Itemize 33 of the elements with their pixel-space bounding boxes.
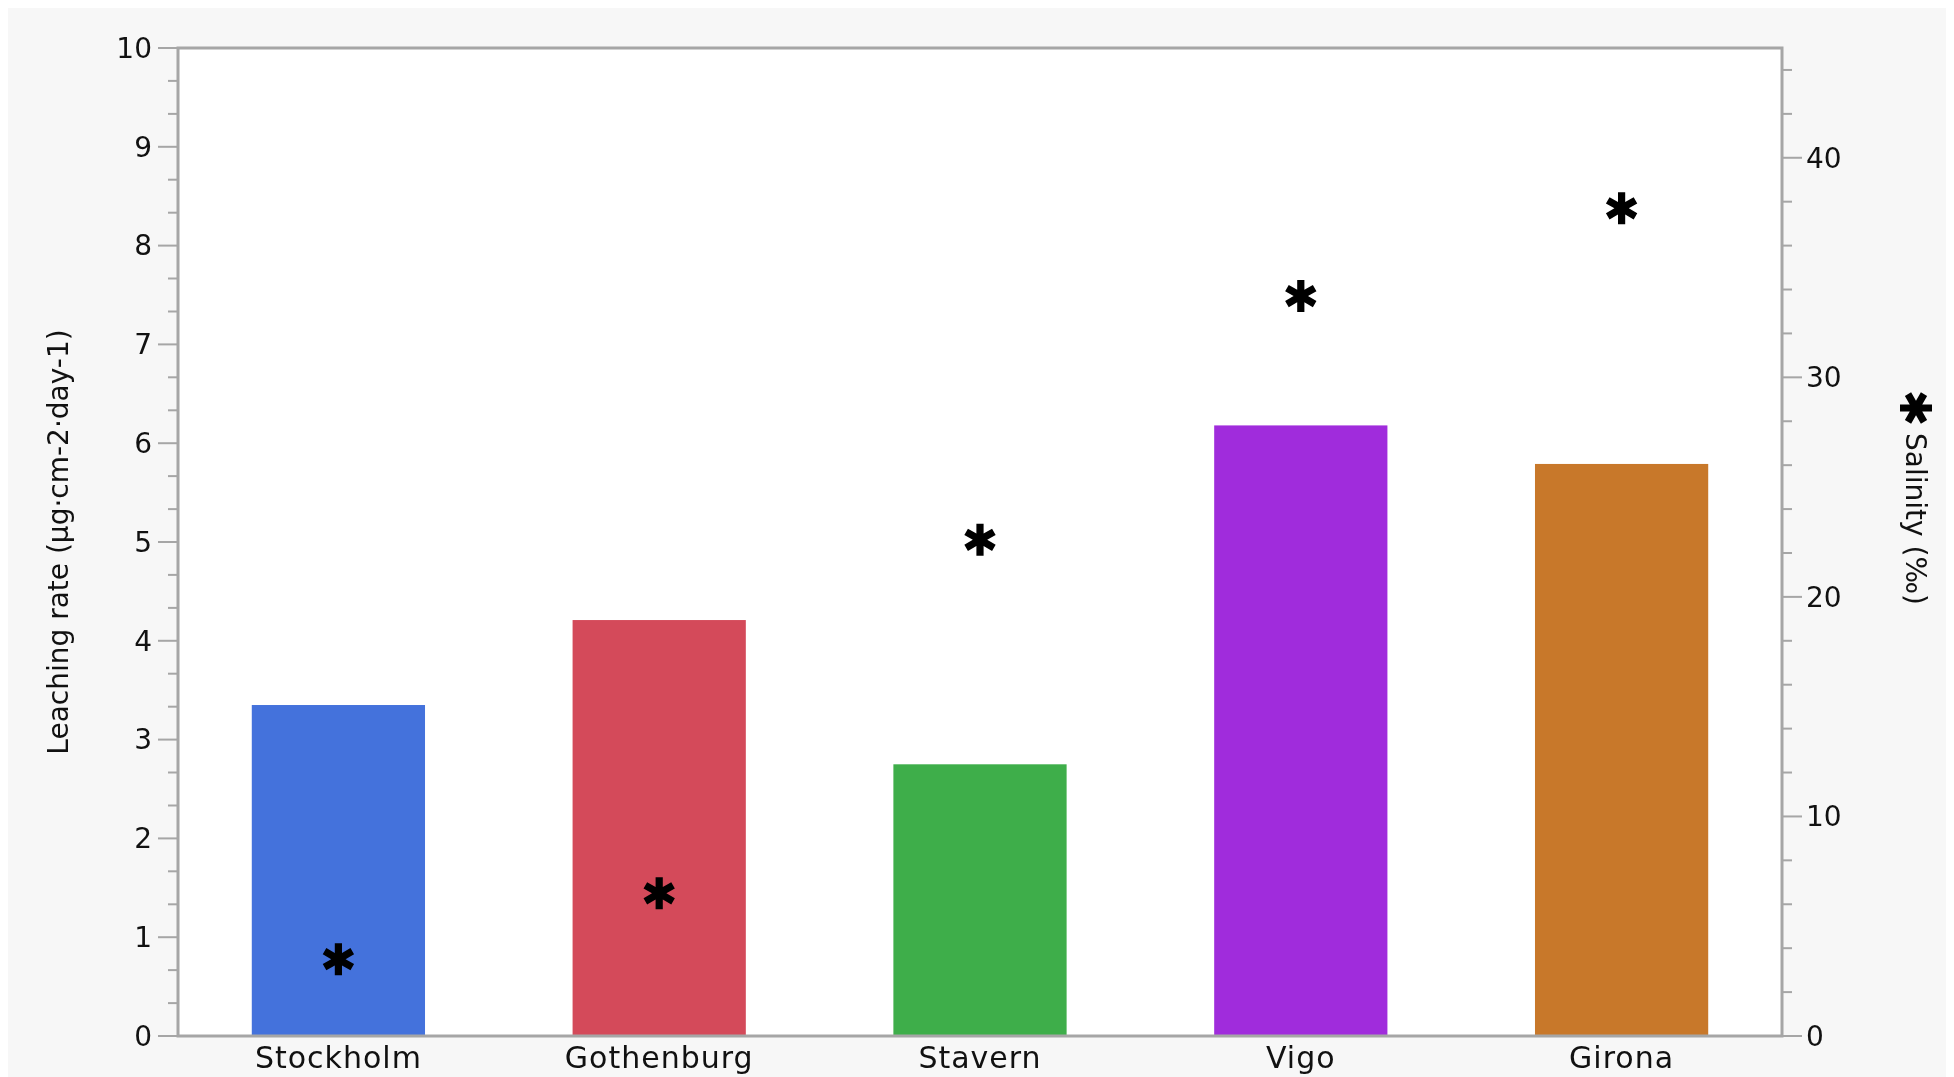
bar <box>572 620 746 1036</box>
y2-axis-title: Salinity (‰) <box>1899 433 1933 605</box>
bar <box>1534 463 1709 1036</box>
y-tick-label: 4 <box>134 624 152 658</box>
point <box>964 523 996 556</box>
y-tick-label: 2 <box>134 822 152 856</box>
x-tick-label: Gothenburg <box>564 1040 754 1075</box>
x-tick-label: Vigo <box>1266 1040 1336 1075</box>
y-tick-label: 9 <box>134 130 152 164</box>
y-axis-title: Leaching rate (µg·cm-2·day-1) <box>42 329 75 755</box>
y2-tick-label: 0 <box>1806 1019 1824 1053</box>
point <box>1605 192 1638 225</box>
y2-tick-label: 20 <box>1806 580 1842 614</box>
point <box>322 943 355 976</box>
y-tick-label: 7 <box>134 328 152 362</box>
y2-tick-label: 10 <box>1806 800 1842 834</box>
y-tick-label: 10 <box>116 31 152 65</box>
y-tick-label: 0 <box>134 1019 152 1053</box>
y2-tick-label: 30 <box>1806 361 1842 395</box>
point <box>643 877 675 910</box>
x-tick-label: Girona <box>1569 1040 1675 1075</box>
y-tick-label: 1 <box>134 921 152 954</box>
bar <box>251 705 426 1036</box>
y-tick-label: 3 <box>134 723 152 757</box>
x-tick-label: Stockholm <box>254 1040 422 1075</box>
bar <box>1214 425 1388 1036</box>
y-tick-label: 8 <box>134 229 152 263</box>
point <box>1285 280 1317 313</box>
bar <box>893 764 1067 1036</box>
y-tick-label: 5 <box>134 525 152 559</box>
y-tick-label: 6 <box>134 427 152 460</box>
x-tick-label: Stavern <box>918 1040 1042 1075</box>
y2-tick-label: 40 <box>1806 141 1842 175</box>
